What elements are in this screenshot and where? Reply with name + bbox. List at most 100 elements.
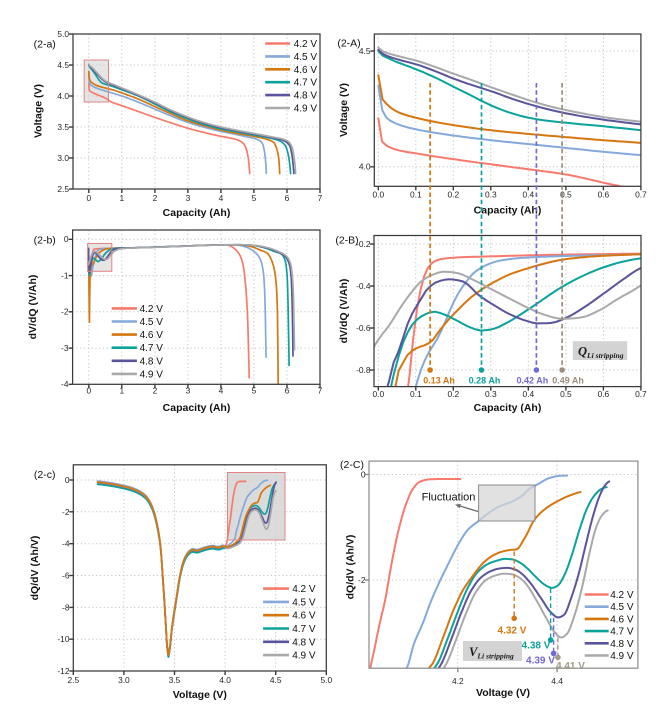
svg-text:4.0: 4.0 <box>57 91 69 101</box>
svg-text:4.6 V: 4.6 V <box>294 65 318 76</box>
svg-text:7: 7 <box>318 385 323 395</box>
svg-text:0.0: 0.0 <box>372 189 384 199</box>
svg-text:-10: -10 <box>57 634 69 644</box>
svg-text:4.6 V: 4.6 V <box>610 614 634 625</box>
svg-text:3.0: 3.0 <box>118 675 130 685</box>
svg-text:4.2 V: 4.2 V <box>292 584 316 595</box>
svg-text:0.3: 0.3 <box>485 389 497 399</box>
svg-text:5.0: 5.0 <box>57 29 69 39</box>
svg-text:(2-c): (2-c) <box>34 469 56 481</box>
svg-text:4.0: 4.0 <box>359 162 371 172</box>
svg-text:0.42 Ah: 0.42 Ah <box>517 375 549 385</box>
svg-text:4.5: 4.5 <box>359 46 371 56</box>
svg-text:4.5 V: 4.5 V <box>140 317 164 328</box>
svg-text:0.1: 0.1 <box>410 389 422 399</box>
svg-text:0: 0 <box>86 385 91 395</box>
svg-text:-2: -2 <box>62 507 70 517</box>
svg-text:-0.8: -0.8 <box>356 365 371 375</box>
svg-text:(2-a): (2-a) <box>34 39 56 51</box>
svg-text:3.5: 3.5 <box>57 122 69 132</box>
svg-text:-2: -2 <box>61 307 69 317</box>
svg-text:1: 1 <box>119 385 124 395</box>
svg-text:5.0: 5.0 <box>320 675 332 685</box>
svg-text:7: 7 <box>318 193 323 203</box>
svg-text:4.32 V: 4.32 V <box>498 626 527 637</box>
svg-text:0.2: 0.2 <box>447 189 459 199</box>
svg-text:4.38 V: 4.38 V <box>522 641 551 652</box>
svg-text:Voltage (V): Voltage (V) <box>173 689 227 701</box>
svg-text:-6: -6 <box>62 571 70 581</box>
svg-text:dV/dQ (V/Ah): dV/dQ (V/Ah) <box>27 275 39 340</box>
svg-text:0.49 Ah: 0.49 Ah <box>552 375 584 385</box>
svg-text:0.7: 0.7 <box>635 189 647 199</box>
svg-text:4.0: 4.0 <box>219 675 231 685</box>
svg-text:-4: -4 <box>61 379 69 389</box>
svg-text:0.2: 0.2 <box>447 389 459 399</box>
svg-text:dQ/dV (Ah/V): dQ/dV (Ah/V) <box>29 536 41 601</box>
svg-text:Voltage (V): Voltage (V) <box>33 84 45 138</box>
svg-text:0.6: 0.6 <box>598 389 610 399</box>
svg-text:4.2: 4.2 <box>452 676 464 686</box>
svg-text:4.5: 4.5 <box>270 675 282 685</box>
svg-text:Capacity (Ah): Capacity (Ah) <box>163 207 231 219</box>
svg-text:Voltage (V): Voltage (V) <box>338 83 350 137</box>
svg-text:0: 0 <box>361 469 366 479</box>
svg-text:Capacity (Ah): Capacity (Ah) <box>474 402 542 414</box>
svg-text:-0.2: -0.2 <box>356 239 371 249</box>
svg-text:6: 6 <box>285 385 290 395</box>
svg-text:-0.6: -0.6 <box>356 323 371 333</box>
svg-text:4.5 V: 4.5 V <box>610 602 634 613</box>
svg-text:(2-B): (2-B) <box>335 235 358 247</box>
svg-text:4.8 V: 4.8 V <box>610 639 634 650</box>
svg-text:0.28 Ah: 0.28 Ah <box>469 375 501 385</box>
svg-text:0.1: 0.1 <box>410 189 422 199</box>
svg-text:3: 3 <box>186 385 191 395</box>
svg-text:Voltage (V): Voltage (V) <box>476 687 530 699</box>
svg-text:5: 5 <box>252 193 257 203</box>
svg-text:-12: -12 <box>57 666 69 676</box>
svg-text:0.4: 0.4 <box>522 389 534 399</box>
svg-text:4.5: 4.5 <box>57 60 69 70</box>
svg-text:5: 5 <box>252 385 257 395</box>
svg-text:4.41 V: 4.41 V <box>556 661 585 672</box>
svg-text:4.5 V: 4.5 V <box>292 597 316 608</box>
svg-text:4.5 V: 4.5 V <box>294 52 318 63</box>
svg-text:4.6 V: 4.6 V <box>292 611 316 622</box>
svg-text:-1: -1 <box>61 271 69 281</box>
svg-text:4.8 V: 4.8 V <box>294 91 318 102</box>
svg-text:0: 0 <box>86 193 91 203</box>
svg-text:6: 6 <box>285 193 290 203</box>
svg-text:4.8 V: 4.8 V <box>140 356 164 367</box>
svg-text:dV/dQ (V/Ah): dV/dQ (V/Ah) <box>338 279 350 344</box>
svg-text:4.2 V: 4.2 V <box>140 304 164 315</box>
svg-text:4.9 V: 4.9 V <box>140 369 164 380</box>
svg-text:-0.4: -0.4 <box>356 281 371 291</box>
svg-text:0.5: 0.5 <box>560 389 572 399</box>
svg-text:0.13 Ah: 0.13 Ah <box>423 375 455 385</box>
svg-text:1: 1 <box>119 193 124 203</box>
svg-text:-4: -4 <box>62 539 70 549</box>
svg-text:4.2 V: 4.2 V <box>610 590 634 601</box>
svg-text:4.2 V: 4.2 V <box>294 39 318 50</box>
svg-text:4.9 V: 4.9 V <box>292 651 316 662</box>
svg-text:4.8 V: 4.8 V <box>292 637 316 648</box>
svg-text:2.5: 2.5 <box>57 184 69 194</box>
svg-text:4.9 V: 4.9 V <box>610 651 634 662</box>
svg-text:4.7 V: 4.7 V <box>610 627 634 638</box>
svg-text:4.9 V: 4.9 V <box>294 104 318 115</box>
svg-text:2.5: 2.5 <box>67 675 79 685</box>
svg-text:0.3: 0.3 <box>485 189 497 199</box>
svg-text:0: 0 <box>64 234 69 244</box>
svg-text:(2-C): (2-C) <box>340 459 364 471</box>
svg-text:Capacity (Ah): Capacity (Ah) <box>163 402 231 414</box>
svg-text:4.7 V: 4.7 V <box>140 343 164 354</box>
svg-text:-2: -2 <box>358 575 366 585</box>
svg-text:4: 4 <box>219 385 224 395</box>
svg-text:0: 0 <box>65 475 70 485</box>
svg-text:Fluctuation: Fluctuation <box>422 492 476 504</box>
svg-text:4.39 V: 4.39 V <box>526 656 555 667</box>
svg-text:3.5: 3.5 <box>169 675 181 685</box>
svg-text:0.7: 0.7 <box>635 389 647 399</box>
svg-text:0.5: 0.5 <box>560 189 572 199</box>
svg-text:4.7 V: 4.7 V <box>294 78 318 89</box>
